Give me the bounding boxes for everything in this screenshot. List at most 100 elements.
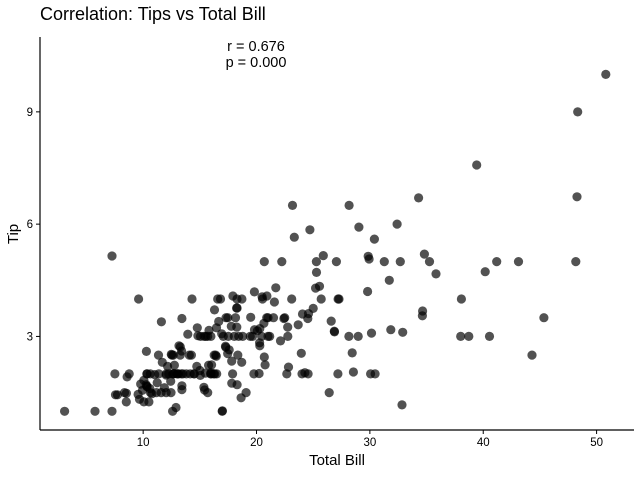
data-point — [456, 294, 466, 304]
data-point — [464, 331, 474, 341]
data-point — [212, 369, 222, 379]
data-point — [344, 331, 354, 341]
data-point — [215, 294, 226, 304]
data-point — [364, 254, 374, 264]
data-point — [484, 331, 495, 341]
data-point — [369, 234, 379, 244]
data-point — [254, 368, 264, 379]
data-point — [217, 406, 227, 416]
data-point — [237, 294, 247, 304]
data-point — [206, 331, 216, 341]
data-point — [316, 294, 326, 304]
data-point — [384, 275, 394, 285]
data-point — [134, 294, 144, 304]
data-point — [211, 351, 221, 361]
data-point — [255, 341, 265, 351]
data-point — [287, 200, 298, 210]
data-point — [169, 360, 179, 370]
data-point — [246, 312, 256, 322]
data-point — [480, 267, 490, 277]
data-point — [334, 294, 344, 304]
data-point — [166, 376, 176, 386]
data-point — [238, 331, 248, 341]
data-point — [241, 388, 251, 398]
y-ticks: 3 6 9 — [27, 107, 40, 343]
data-point — [237, 357, 247, 367]
data-point — [60, 406, 70, 416]
data-point — [107, 251, 117, 261]
y-axis-label: Tip — [5, 224, 22, 244]
p-value-annotation: p = 0.000 — [226, 55, 287, 71]
data-point — [268, 313, 279, 323]
data-point — [269, 297, 279, 307]
data-point — [419, 249, 429, 259]
data-point — [539, 313, 549, 323]
data-point — [223, 313, 233, 323]
data-point — [431, 269, 441, 279]
data-point — [414, 193, 424, 203]
data-point — [347, 348, 357, 358]
data-point — [398, 327, 408, 337]
data-point — [187, 294, 197, 304]
chart-title: Correlation: Tips vs Total Bill — [40, 4, 266, 24]
axes — [39, 37, 634, 431]
data-point — [418, 306, 428, 316]
data-point — [363, 286, 373, 297]
data-point — [121, 388, 131, 398]
data-point — [259, 352, 269, 362]
data-point — [144, 397, 154, 407]
data-point — [124, 369, 134, 379]
correlation-annotation: r = 0.676 — [227, 39, 285, 55]
data-point — [227, 356, 237, 366]
data-point — [395, 257, 405, 267]
x-axis-label: Total Bill — [309, 452, 365, 469]
data-point — [513, 257, 524, 267]
data-point — [572, 192, 582, 202]
x-tick-label: 20 — [250, 437, 263, 449]
data-point — [283, 322, 293, 332]
data-point — [280, 313, 290, 323]
data-point — [573, 107, 583, 117]
data-point — [90, 406, 100, 416]
data-point — [177, 313, 187, 324]
data-point — [207, 360, 217, 370]
data-point — [370, 369, 380, 379]
data-point — [230, 313, 241, 323]
data-point — [183, 329, 193, 339]
data-point — [296, 348, 306, 358]
data-point — [318, 251, 328, 261]
data-point — [224, 345, 234, 355]
data-point — [601, 69, 611, 79]
data-point — [249, 287, 259, 297]
data-point — [177, 346, 187, 356]
data-point — [348, 367, 358, 377]
data-point — [305, 225, 315, 235]
data-point — [171, 402, 181, 413]
data-point — [571, 257, 581, 267]
data-point — [232, 380, 242, 390]
data-point — [153, 350, 164, 360]
data-point — [331, 257, 341, 267]
data-point — [260, 360, 270, 370]
data-point — [353, 331, 363, 341]
data-point — [354, 222, 364, 232]
data-point — [472, 160, 482, 170]
data-point — [386, 325, 396, 335]
data-point — [152, 378, 162, 388]
data-point — [277, 257, 287, 267]
data-point — [271, 283, 281, 293]
data-point — [303, 369, 313, 379]
x-ticks: 10 20 30 40 50 — [137, 430, 603, 449]
data-point — [283, 331, 293, 341]
data-point — [141, 346, 151, 356]
data-point — [326, 316, 336, 326]
data-point — [163, 361, 173, 371]
x-tick-label: 50 — [590, 437, 603, 449]
data-point — [311, 257, 321, 267]
data-point — [492, 257, 502, 267]
data-point — [232, 322, 242, 332]
data-point — [344, 200, 354, 210]
data-point — [392, 219, 402, 229]
data-points — [60, 69, 611, 416]
